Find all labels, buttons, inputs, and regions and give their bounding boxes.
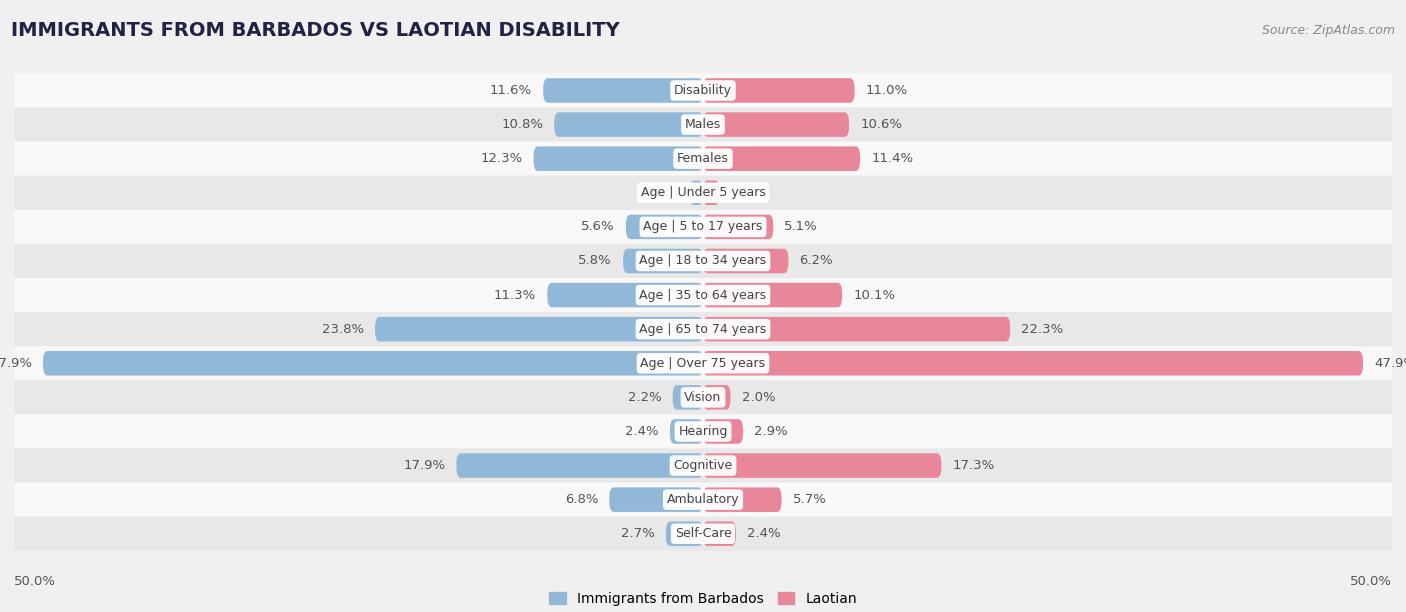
Text: 0.97%: 0.97%: [637, 186, 679, 200]
Text: 10.6%: 10.6%: [860, 118, 903, 131]
FancyBboxPatch shape: [14, 244, 1392, 278]
Text: 2.9%: 2.9%: [754, 425, 787, 438]
Text: Self-Care: Self-Care: [675, 528, 731, 540]
FancyBboxPatch shape: [703, 248, 789, 273]
Text: 11.0%: 11.0%: [866, 84, 908, 97]
Text: 22.3%: 22.3%: [1021, 323, 1063, 335]
Legend: Immigrants from Barbados, Laotian: Immigrants from Barbados, Laotian: [544, 586, 862, 611]
Text: Age | 5 to 17 years: Age | 5 to 17 years: [644, 220, 762, 233]
Text: Age | 18 to 34 years: Age | 18 to 34 years: [640, 255, 766, 267]
Text: 5.1%: 5.1%: [785, 220, 818, 233]
Text: 23.8%: 23.8%: [322, 323, 364, 335]
FancyBboxPatch shape: [703, 283, 842, 307]
Text: 6.2%: 6.2%: [800, 255, 834, 267]
FancyBboxPatch shape: [14, 73, 1392, 108]
Text: Age | Over 75 years: Age | Over 75 years: [641, 357, 765, 370]
Text: Ambulatory: Ambulatory: [666, 493, 740, 506]
FancyBboxPatch shape: [457, 453, 703, 478]
Text: 50.0%: 50.0%: [14, 575, 56, 588]
FancyBboxPatch shape: [14, 517, 1392, 551]
FancyBboxPatch shape: [14, 108, 1392, 141]
FancyBboxPatch shape: [703, 487, 782, 512]
FancyBboxPatch shape: [14, 380, 1392, 414]
FancyBboxPatch shape: [672, 385, 703, 409]
Text: 2.4%: 2.4%: [626, 425, 659, 438]
FancyBboxPatch shape: [689, 181, 703, 205]
Text: 1.2%: 1.2%: [731, 186, 765, 200]
Text: Age | 35 to 64 years: Age | 35 to 64 years: [640, 289, 766, 302]
FancyBboxPatch shape: [703, 317, 1011, 341]
FancyBboxPatch shape: [14, 278, 1392, 312]
FancyBboxPatch shape: [14, 449, 1392, 483]
FancyBboxPatch shape: [703, 351, 1362, 376]
Text: 11.4%: 11.4%: [872, 152, 914, 165]
Text: 17.9%: 17.9%: [404, 459, 446, 472]
Text: 5.7%: 5.7%: [793, 493, 827, 506]
FancyBboxPatch shape: [44, 351, 703, 376]
Text: 11.6%: 11.6%: [491, 84, 531, 97]
FancyBboxPatch shape: [14, 312, 1392, 346]
FancyBboxPatch shape: [533, 146, 703, 171]
FancyBboxPatch shape: [703, 419, 742, 444]
FancyBboxPatch shape: [703, 181, 720, 205]
Text: 6.8%: 6.8%: [565, 493, 599, 506]
FancyBboxPatch shape: [14, 176, 1392, 210]
FancyBboxPatch shape: [703, 521, 737, 546]
FancyBboxPatch shape: [703, 453, 942, 478]
FancyBboxPatch shape: [703, 215, 773, 239]
FancyBboxPatch shape: [14, 414, 1392, 449]
Text: Age | 65 to 74 years: Age | 65 to 74 years: [640, 323, 766, 335]
FancyBboxPatch shape: [14, 210, 1392, 244]
Text: 11.3%: 11.3%: [494, 289, 536, 302]
Text: Vision: Vision: [685, 391, 721, 404]
Text: Source: ZipAtlas.com: Source: ZipAtlas.com: [1261, 24, 1395, 37]
FancyBboxPatch shape: [609, 487, 703, 512]
Text: 17.3%: 17.3%: [952, 459, 994, 472]
Text: 10.1%: 10.1%: [853, 289, 896, 302]
Text: Disability: Disability: [673, 84, 733, 97]
Text: 2.2%: 2.2%: [628, 391, 662, 404]
Text: 2.7%: 2.7%: [621, 528, 655, 540]
Text: 50.0%: 50.0%: [1350, 575, 1392, 588]
FancyBboxPatch shape: [554, 113, 703, 137]
FancyBboxPatch shape: [14, 141, 1392, 176]
Text: Age | Under 5 years: Age | Under 5 years: [641, 186, 765, 200]
FancyBboxPatch shape: [703, 385, 731, 409]
Text: 5.6%: 5.6%: [581, 220, 614, 233]
FancyBboxPatch shape: [14, 346, 1392, 380]
Text: 47.9%: 47.9%: [1374, 357, 1406, 370]
Text: 12.3%: 12.3%: [481, 152, 523, 165]
Text: 5.8%: 5.8%: [578, 255, 612, 267]
FancyBboxPatch shape: [669, 419, 703, 444]
FancyBboxPatch shape: [375, 317, 703, 341]
FancyBboxPatch shape: [626, 215, 703, 239]
Text: Hearing: Hearing: [678, 425, 728, 438]
FancyBboxPatch shape: [623, 248, 703, 273]
Text: 2.0%: 2.0%: [741, 391, 775, 404]
Text: 2.4%: 2.4%: [747, 528, 780, 540]
Text: 47.9%: 47.9%: [0, 357, 32, 370]
FancyBboxPatch shape: [14, 483, 1392, 517]
Text: Females: Females: [678, 152, 728, 165]
FancyBboxPatch shape: [703, 113, 849, 137]
Text: 10.8%: 10.8%: [501, 118, 543, 131]
FancyBboxPatch shape: [703, 78, 855, 103]
FancyBboxPatch shape: [666, 521, 703, 546]
Text: IMMIGRANTS FROM BARBADOS VS LAOTIAN DISABILITY: IMMIGRANTS FROM BARBADOS VS LAOTIAN DISA…: [11, 21, 620, 40]
FancyBboxPatch shape: [703, 146, 860, 171]
Text: Cognitive: Cognitive: [673, 459, 733, 472]
FancyBboxPatch shape: [547, 283, 703, 307]
FancyBboxPatch shape: [543, 78, 703, 103]
Text: Males: Males: [685, 118, 721, 131]
